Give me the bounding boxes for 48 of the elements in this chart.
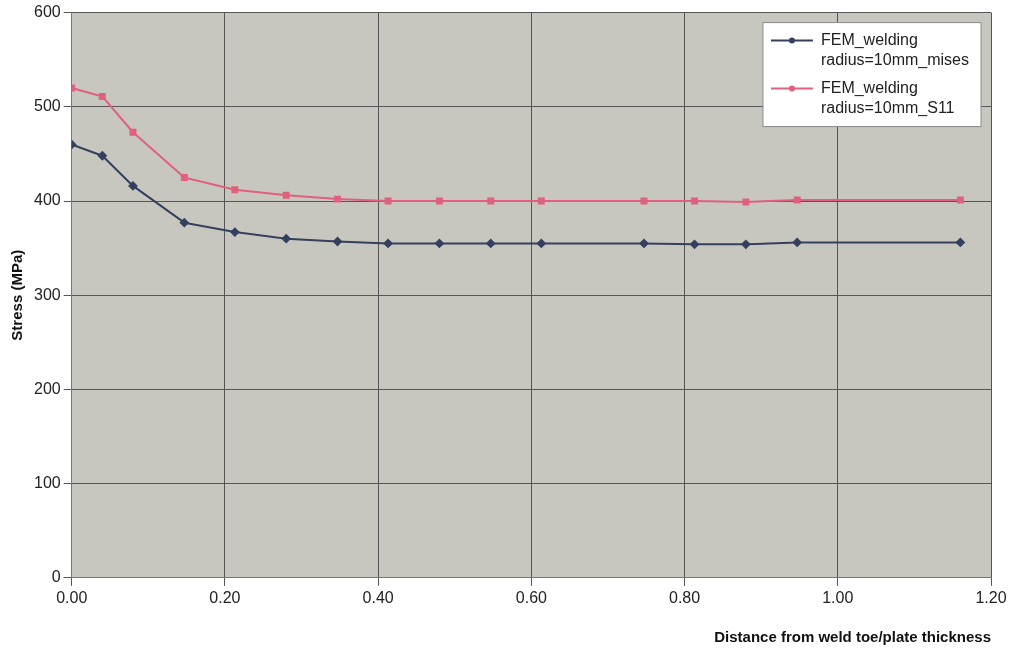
x-tick-label: 0.20: [209, 588, 241, 606]
legend-label: FEM_welding radius=10mm_S11: [820, 79, 955, 118]
y-tick-label: 0: [51, 568, 61, 586]
point: [741, 239, 751, 249]
point: [792, 237, 802, 247]
x-tick-label: 0.40: [362, 588, 394, 606]
point: [179, 218, 189, 228]
y-tick-label: 300: [33, 285, 61, 303]
y-tick-label: 100: [33, 474, 61, 492]
point: [334, 195, 341, 203]
point: [383, 238, 393, 248]
point: [333, 237, 343, 247]
point: [282, 191, 290, 199]
x-tick-label: 0.60: [515, 588, 548, 606]
point: [742, 198, 750, 206]
point: [434, 238, 444, 248]
point: [690, 239, 700, 249]
point: [486, 238, 496, 248]
y-tick-label: 400: [33, 191, 61, 209]
x-tick-label: 0.00: [56, 588, 88, 606]
y-tick-label: 600: [33, 3, 61, 21]
point: [956, 196, 964, 204]
point: [487, 197, 495, 205]
y-tick-label: 200: [33, 379, 61, 397]
legend-label: FEM_welding radius=10mm_mises: [820, 31, 970, 70]
point: [180, 173, 188, 181]
x-tick-label: 0.80: [668, 588, 701, 606]
point: [639, 238, 649, 248]
point: [691, 197, 698, 205]
point: [129, 128, 137, 136]
point: [384, 197, 392, 205]
point: [793, 196, 801, 204]
point: [98, 92, 106, 100]
point: [128, 181, 138, 191]
x-tick-label: 1.20: [975, 588, 1007, 606]
y-axis-title: Stress (MPa): [8, 249, 26, 341]
point: [231, 186, 239, 194]
x-tick-label: 1.00: [822, 588, 854, 606]
point: [281, 234, 291, 244]
point: [230, 227, 240, 237]
point: [536, 238, 546, 248]
point: [640, 197, 648, 205]
point: [537, 197, 545, 205]
point: [97, 151, 107, 161]
point: [435, 197, 443, 205]
y-tick-label: 500: [33, 97, 61, 115]
point: [955, 237, 965, 247]
x-axis-title: Distance from weld toe/plate thickness: [714, 628, 991, 646]
